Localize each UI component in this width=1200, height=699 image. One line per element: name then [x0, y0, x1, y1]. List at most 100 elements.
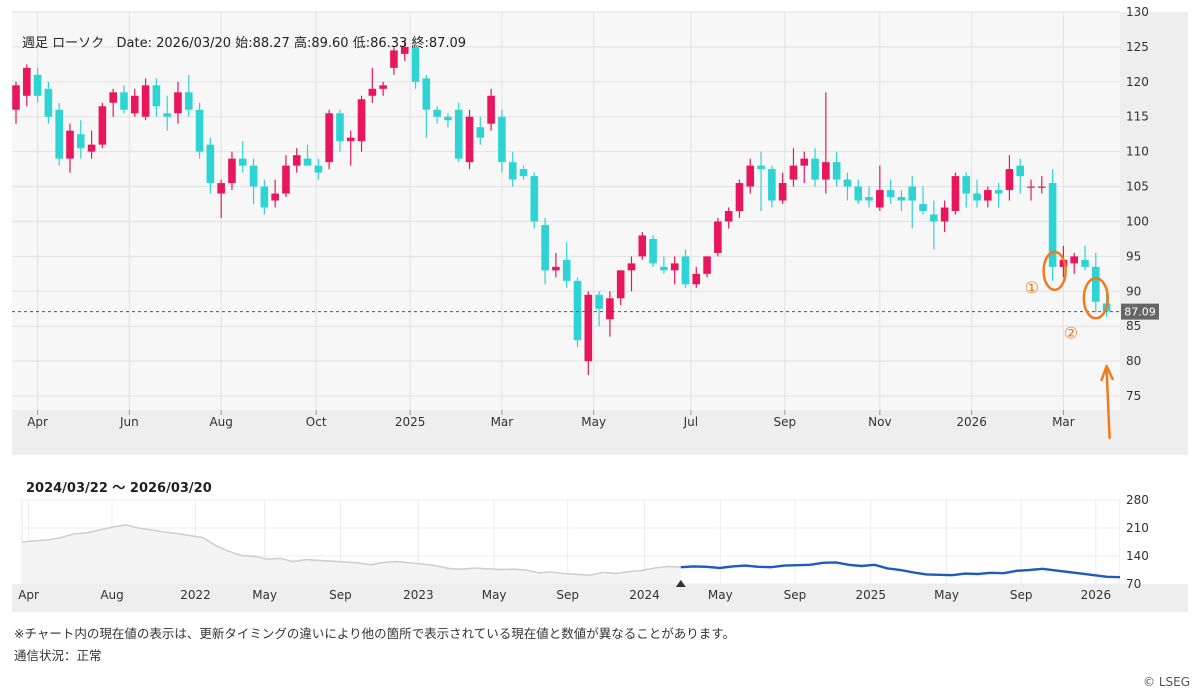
candle-body [184, 92, 193, 110]
candle-body [454, 109, 463, 159]
candle-body [22, 67, 31, 96]
nav-x-tick-label: Apr [18, 588, 39, 602]
candle-body [541, 224, 549, 271]
candle-body [346, 137, 355, 142]
annotation-label-1: ① [1025, 278, 1039, 297]
y-tick-label: 105 [1126, 180, 1149, 194]
candle-body [984, 190, 992, 201]
candle-body [433, 109, 441, 117]
candle-body [249, 165, 258, 187]
candle-body [735, 183, 744, 211]
candle-body [390, 50, 398, 68]
y-tick-label: 85 [1126, 319, 1141, 333]
candle-body [130, 95, 139, 114]
candle-body [55, 109, 63, 159]
candle-body [897, 197, 906, 201]
candle-body [476, 127, 485, 138]
y-tick-label: 100 [1126, 214, 1149, 228]
candle-body [508, 162, 517, 180]
candle-body [552, 266, 560, 271]
main-xaxis-band [12, 410, 1120, 455]
candle-body [325, 113, 333, 163]
candlestick-chart: 75 80 85 90 95 100 105 110 115 120 125 130 Apr Jun Au… [12, 5, 1188, 455]
nav-x-tick-label: May [708, 588, 733, 602]
nav-xaxis-band [12, 584, 1188, 612]
y-tick-label: 120 [1126, 75, 1149, 89]
candle-body [757, 165, 765, 170]
candle-body [314, 165, 323, 173]
candle-body [681, 256, 690, 285]
y-tick-label: 115 [1126, 110, 1149, 124]
nav-x-tick-label: 2023 [403, 588, 434, 602]
candle-body [87, 144, 96, 152]
candle-body [832, 162, 841, 180]
candle-body [1081, 259, 1089, 267]
nav-x-tick-label: May [934, 588, 959, 602]
candle-body [228, 158, 236, 184]
x-tick-label: Sep [774, 415, 797, 429]
close-label: 終: [411, 36, 429, 51]
y-tick-label: 125 [1126, 40, 1149, 54]
candle-body [368, 88, 377, 96]
nav-x-tick-label: Sep [556, 588, 579, 602]
candle-body [271, 193, 279, 201]
candle-body [282, 165, 290, 194]
candle-body [606, 298, 614, 320]
candle-body [800, 158, 809, 166]
open-value: 88.27 [252, 36, 290, 51]
candle-body [854, 186, 863, 201]
annotation-circle-2 [1082, 277, 1110, 320]
candle-body [76, 134, 85, 149]
nav-range-handle[interactable] [675, 580, 686, 587]
candle-body [1016, 165, 1025, 177]
low-value: 86.33 [370, 36, 408, 51]
candle-body [843, 179, 852, 187]
candle-body [692, 273, 701, 285]
nav-x-tick-label: May [252, 588, 277, 602]
candle-body [336, 113, 344, 142]
candle-body [66, 130, 74, 159]
candle-body [98, 106, 107, 145]
candle-body [411, 46, 420, 82]
nav-x-tick-label: May [482, 588, 507, 602]
x-tick-label: Aug [209, 415, 232, 429]
candle-body [573, 280, 582, 341]
candle-body [12, 85, 20, 110]
x-tick-label: Nov [868, 415, 891, 429]
candle-body [1059, 259, 1068, 267]
current-value-box [1121, 303, 1159, 320]
candle-body [951, 176, 960, 211]
candle-body [940, 207, 949, 222]
ohlc-info: 週足 ローソク Date: 2026/03/20 始:88.27 高:89.60… [22, 32, 466, 51]
y-tick-label: 95 [1126, 249, 1141, 263]
candle-body [260, 186, 269, 208]
nav-plot-area [21, 499, 1121, 585]
annotation-arrow-head [1100, 364, 1114, 382]
x-tick-label: Jun [119, 415, 139, 429]
low-label: 低: [352, 36, 371, 51]
date-label: Date: [116, 36, 152, 51]
candle-body [562, 259, 571, 281]
main-plot-area [12, 12, 1120, 410]
x-tick-label: Oct [306, 415, 327, 429]
candle-body [627, 263, 636, 271]
candle-body [930, 214, 938, 222]
disclaimer-note: ※チャート内の現在値の表示は、更新タイミングの違いにより他の箇所で表示されている… [14, 626, 735, 641]
candle-body [876, 190, 884, 208]
nav-range-line [680, 561, 1121, 579]
candle-body [141, 85, 150, 117]
candle-body [44, 88, 53, 117]
nav-history-line [21, 523, 681, 577]
candle-body [595, 294, 603, 309]
candle-body [206, 144, 215, 184]
candle-body [638, 235, 647, 257]
candle-body [865, 197, 873, 201]
candle-body [584, 294, 593, 362]
candle-body [746, 165, 755, 187]
candle-body [973, 193, 981, 201]
candle-body [616, 270, 625, 299]
candle-body [379, 85, 387, 89]
x-tick-label: 2026 [956, 415, 987, 429]
date-value: 2026/03/20 [156, 36, 232, 51]
y-tick-label: 75 [1126, 389, 1141, 403]
